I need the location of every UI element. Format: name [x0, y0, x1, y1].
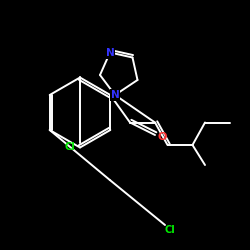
Text: N: N [110, 90, 120, 100]
Text: Cl: Cl [164, 225, 175, 235]
Text: N: N [106, 48, 114, 58]
Text: O: O [158, 132, 167, 142]
Text: Cl: Cl [64, 142, 76, 152]
